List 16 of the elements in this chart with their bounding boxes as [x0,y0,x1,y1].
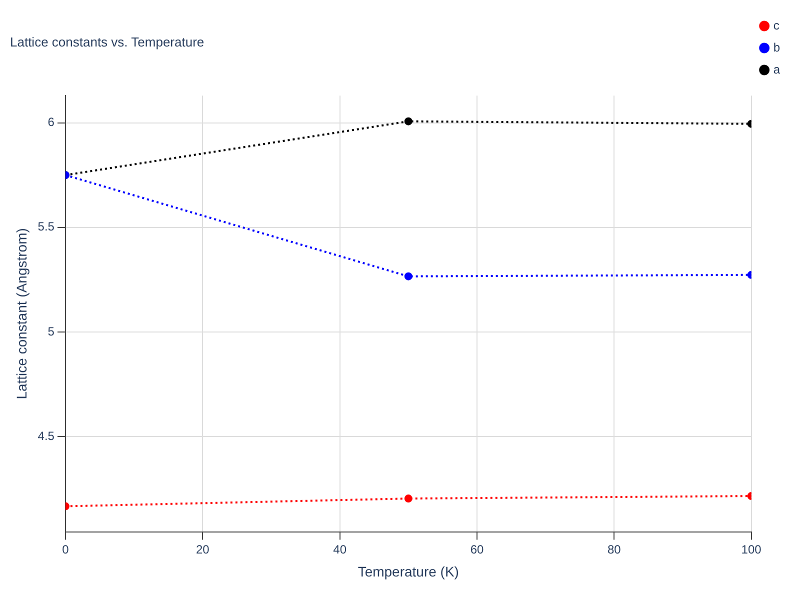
x-tick-label: 80 [607,542,622,556]
x-tick-label: 100 [741,542,762,556]
chart-title: Lattice constants vs. Temperature [10,34,204,50]
legend-label: b [773,40,780,54]
x-tick-label: 60 [470,542,484,556]
y-tick-label: 5 [48,324,55,338]
y-tick-label: 5.5 [38,220,55,234]
x-tick-label: 0 [62,542,70,556]
x-tick-label: 40 [333,542,347,556]
y-axis-title: Lattice constant (Angstrom) [13,228,30,400]
x-tick-label: 20 [196,542,210,556]
legend-label: a [773,62,780,76]
legend-label: c [773,18,780,32]
y-tick-label: 4.5 [38,428,55,443]
x-axis-title: Temperature (K) [358,563,459,580]
y-tick-label: 6 [48,115,55,130]
